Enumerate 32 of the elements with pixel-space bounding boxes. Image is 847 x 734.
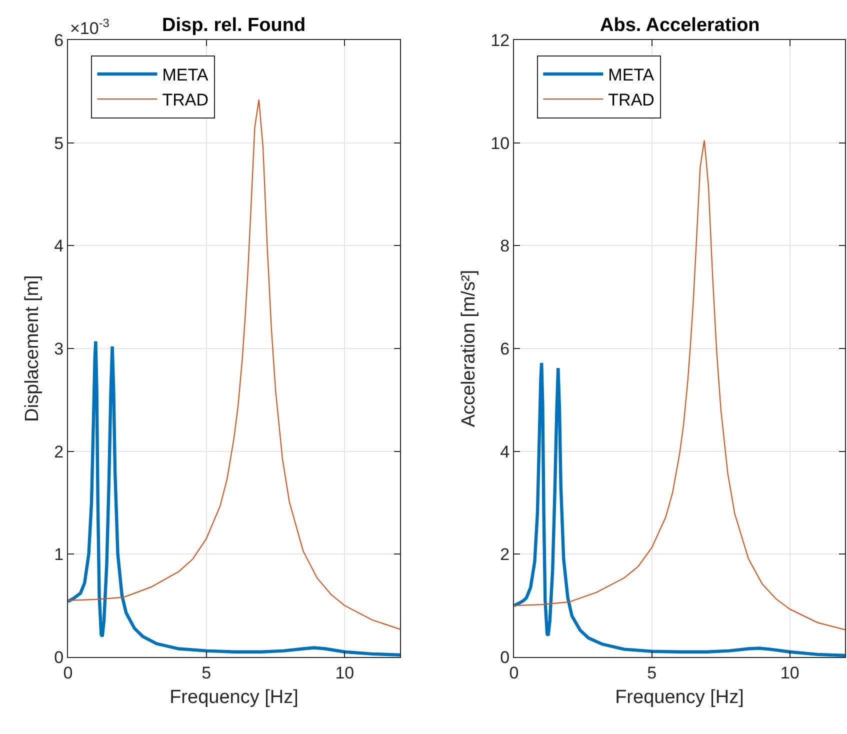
- y-tick-label: 12: [490, 30, 510, 50]
- y-axis-title: Acceleration [m/s²]: [458, 270, 480, 428]
- legend-label: TRAD: [162, 90, 209, 110]
- y-tick-label: 2: [500, 545, 510, 564]
- y-tick-label: 4: [500, 442, 510, 462]
- y-tick-label: 6: [500, 339, 510, 358]
- chart-title: Abs. Acceleration: [600, 15, 760, 36]
- line-series: [514, 140, 845, 630]
- y-axis-title: Displacement [m]: [22, 275, 43, 422]
- x-axis-title: Frequency [Hz]: [615, 687, 744, 708]
- y-tick-label: 8: [500, 236, 510, 256]
- y-tick-label: 1: [54, 545, 64, 564]
- y-tick-label: 10: [490, 134, 510, 153]
- y-tick-label: 0: [54, 648, 64, 667]
- x-tick-label: 10: [780, 663, 800, 682]
- legend-label: META: [608, 66, 655, 85]
- y-tick-label: 0: [500, 648, 510, 667]
- y-tick-label: 5: [54, 134, 64, 153]
- y-tick-label: 6: [54, 30, 64, 50]
- x-axis-title: Frequency [Hz]: [170, 687, 298, 708]
- line-series: [68, 340, 400, 657]
- y-tick-label: 2: [54, 442, 64, 462]
- line-series: [514, 361, 845, 657]
- chart-title: Disp. rel. Found: [162, 15, 306, 36]
- legend-label: META: [162, 66, 209, 85]
- x-tick-label: 10: [335, 663, 354, 682]
- y-tick-label: 3: [54, 339, 64, 358]
- y-tick-label: 4: [54, 236, 64, 256]
- legend-label: TRAD: [608, 90, 654, 110]
- x-tick-label: 5: [202, 663, 212, 682]
- x-tick-label: 5: [647, 663, 657, 682]
- text: ×10$^{-3}$: [70, 16, 110, 38]
